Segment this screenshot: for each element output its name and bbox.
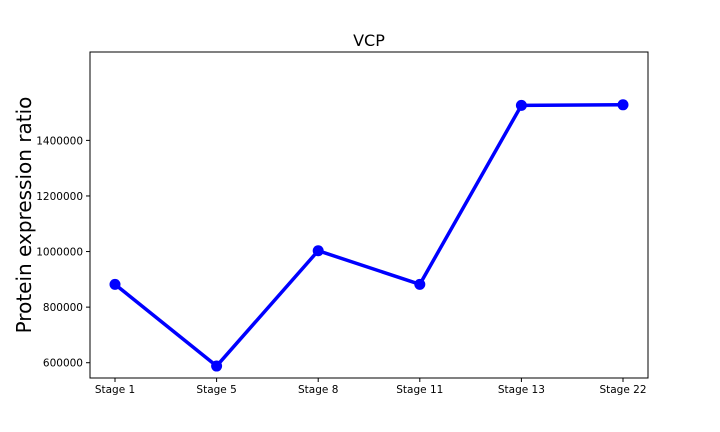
x-tick-label: Stage 13: [498, 384, 545, 396]
data-point: [414, 278, 426, 290]
data-point: [109, 278, 121, 290]
y-tick-label: 1000000: [36, 247, 83, 259]
data-point: [211, 360, 223, 372]
data-point: [515, 99, 527, 111]
y-tick-label: 600000: [43, 358, 83, 370]
y-tick-label: 1400000: [36, 135, 83, 147]
x-axis-ticks: Stage 1 Stage 5 Stage 8 Stage 11 Stage 13 Sta…: [95, 378, 647, 396]
y-tick-label: 800000: [43, 302, 83, 314]
chart-title: VCP: [353, 31, 385, 50]
x-tick-label: Stage 22: [599, 384, 646, 396]
y-tick-label: 1200000: [36, 191, 83, 203]
data-point: [617, 99, 629, 111]
y-axis-label: Protein expression ratio: [12, 97, 36, 334]
data-point: [312, 245, 324, 257]
series-group: [109, 99, 629, 372]
y-axis-ticks: 600000 800000 1000000 1200000 1400000: [36, 135, 90, 370]
x-tick-label: Stage 11: [396, 384, 443, 396]
x-tick-label: Stage 5: [196, 384, 236, 396]
x-tick-label: Stage 1: [95, 384, 135, 396]
series-line: [113, 103, 624, 368]
plot-area-frame: [89, 51, 649, 379]
x-tick-label: Stage 8: [298, 384, 338, 396]
